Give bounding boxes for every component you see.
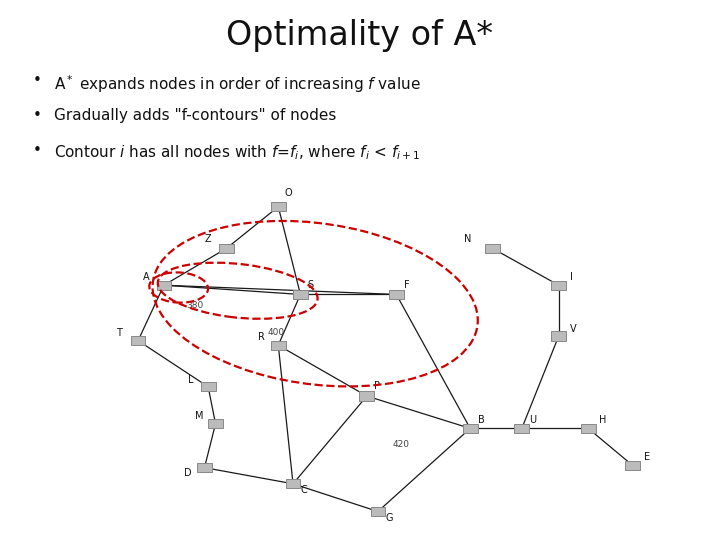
Bar [485, 244, 500, 253]
Bar [156, 281, 171, 290]
Bar [201, 382, 215, 392]
Text: Contour $i$ has all nodes with $f$=$f_i$, where $f_i$ < $f_{i+1}$: Contour $i$ has all nodes with $f$=$f_i$… [54, 143, 420, 162]
Text: C: C [300, 485, 307, 495]
Bar [197, 463, 212, 472]
Text: 420: 420 [392, 440, 410, 449]
Text: V: V [570, 323, 577, 334]
Text: F: F [404, 280, 410, 290]
Text: •: • [32, 108, 41, 123]
Bar [359, 392, 374, 401]
Text: H: H [599, 415, 607, 424]
Text: D: D [184, 468, 192, 478]
Text: I: I [570, 272, 572, 281]
Bar [463, 424, 477, 433]
Text: O: O [284, 188, 292, 198]
Bar [389, 290, 404, 299]
Text: R: R [258, 332, 264, 341]
Text: A$^*$ expands nodes in order of increasing $f$ value: A$^*$ expands nodes in order of increasi… [54, 73, 420, 94]
Bar [552, 281, 566, 290]
Text: P: P [374, 381, 380, 391]
Text: A: A [143, 272, 150, 281]
Text: N: N [464, 234, 472, 244]
Text: U: U [529, 415, 536, 424]
Text: L: L [187, 375, 193, 384]
Bar [371, 507, 385, 516]
Bar [552, 332, 566, 341]
Bar [293, 290, 308, 299]
Bar [514, 424, 529, 433]
Text: •: • [32, 73, 41, 88]
Text: 400: 400 [267, 328, 284, 337]
Text: M: M [195, 411, 203, 421]
Bar [581, 424, 595, 433]
Text: E: E [644, 451, 649, 462]
Text: •: • [32, 143, 41, 158]
Bar [625, 461, 640, 470]
Bar [131, 336, 145, 345]
Text: 380: 380 [186, 301, 203, 310]
Bar [286, 479, 300, 488]
Text: Optimality of A*: Optimality of A* [227, 19, 493, 52]
Text: Gradually adds "f-contours" of nodes: Gradually adds "f-contours" of nodes [54, 108, 336, 123]
Text: T: T [116, 328, 122, 339]
Bar [208, 419, 223, 428]
Text: Z: Z [204, 234, 211, 244]
Text: S: S [308, 280, 314, 290]
Text: G: G [385, 513, 393, 523]
Bar [219, 244, 234, 253]
Bar [271, 341, 286, 350]
Text: B: B [477, 415, 485, 424]
Bar [271, 202, 286, 211]
